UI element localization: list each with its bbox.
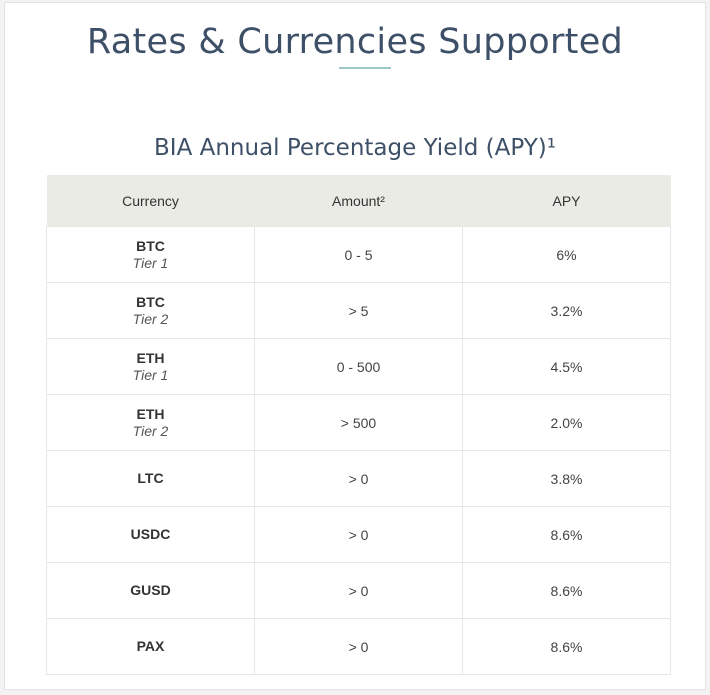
- apy-cell: 8.6%: [462, 562, 671, 619]
- currency-name: PAX: [136, 638, 165, 654]
- amount-cell: > 0: [254, 618, 463, 675]
- amount-cell: 0 - 500: [254, 338, 463, 395]
- amount-cell: > 5: [254, 282, 463, 339]
- apy-cell: 8.6%: [462, 506, 671, 563]
- table-row: ETH Tier 2 > 500 2.0%: [46, 394, 671, 451]
- apy-cell: 3.8%: [462, 450, 671, 507]
- currency-cell: USDC: [46, 506, 255, 563]
- page-title: Rates & Currencies Supported: [86, 22, 624, 62]
- currency-cell: PAX: [46, 618, 255, 675]
- currency-tier: Tier 2: [132, 310, 169, 327]
- amount-cell: > 0: [254, 506, 463, 563]
- amount-cell: > 500: [254, 394, 463, 451]
- table-header-row: Currency Amount² APY: [46, 175, 671, 227]
- table-row: GUSD > 0 8.6%: [46, 562, 671, 619]
- currency-cell: ETH Tier 1: [46, 338, 255, 395]
- amount-cell: 0 - 5: [254, 226, 463, 283]
- title-underline: [339, 67, 391, 69]
- currency-name: BTC: [136, 293, 165, 310]
- table-row: PAX > 0 8.6%: [46, 618, 671, 675]
- currency-cell: BTC Tier 1: [46, 226, 255, 283]
- apy-cell: 6%: [462, 226, 671, 283]
- currency-tier: Tier 1: [132, 366, 169, 383]
- apy-cell: 2.0%: [462, 394, 671, 451]
- column-header-amount: Amount²: [254, 175, 463, 227]
- currency-name: GUSD: [130, 582, 171, 598]
- currency-tier: Tier 1: [132, 254, 169, 271]
- amount-cell: > 0: [254, 562, 463, 619]
- currency-name: BTC: [136, 237, 165, 254]
- currency-name: ETH: [136, 405, 165, 422]
- currency-name: USDC: [130, 526, 171, 542]
- apy-cell: 4.5%: [462, 338, 671, 395]
- apy-cell: 3.2%: [462, 282, 671, 339]
- column-header-apy: APY: [462, 175, 671, 227]
- table-row: BTC Tier 2 > 5 3.2%: [46, 282, 671, 339]
- table-header: Currency Amount² APY: [46, 175, 671, 227]
- table-row: USDC > 0 8.6%: [46, 506, 671, 563]
- table-row: LTC > 0 3.8%: [46, 450, 671, 507]
- currency-tier: Tier 2: [132, 422, 169, 439]
- column-header-currency: Currency: [46, 175, 255, 227]
- apy-cell: 8.6%: [462, 618, 671, 675]
- currency-name: LTC: [137, 470, 164, 486]
- currency-cell: GUSD: [46, 562, 255, 619]
- apy-subtitle: BIA Annual Percentage Yield (APY)¹: [154, 135, 556, 161]
- currency-cell: BTC Tier 2: [46, 282, 255, 339]
- currency-cell: LTC: [46, 450, 255, 507]
- currency-cell: ETH Tier 2: [46, 394, 255, 451]
- amount-cell: > 0: [254, 450, 463, 507]
- currency-name: ETH: [136, 349, 165, 366]
